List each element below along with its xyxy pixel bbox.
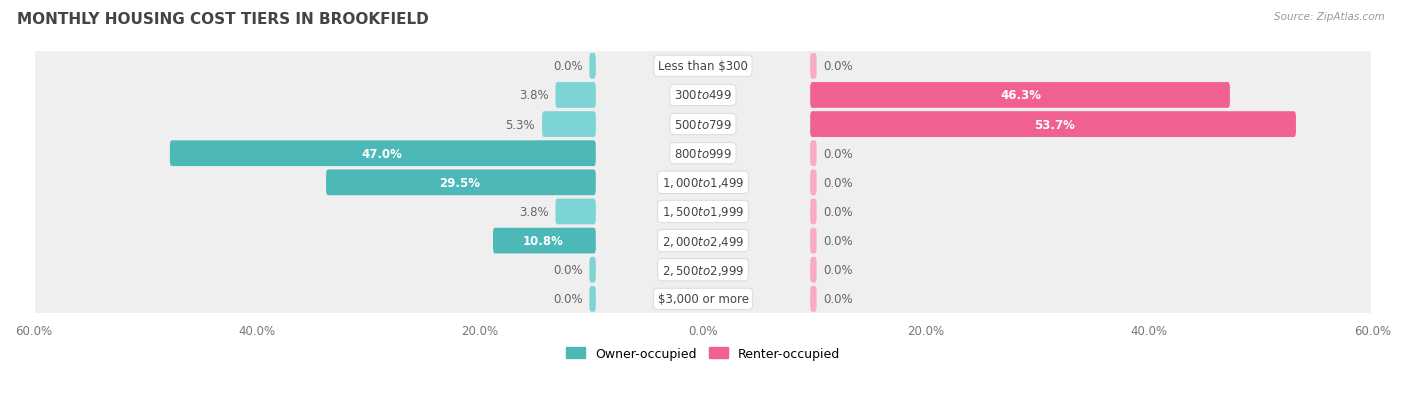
FancyBboxPatch shape [810,112,1296,138]
Text: 0.0%: 0.0% [553,263,582,277]
FancyBboxPatch shape [326,170,596,196]
FancyBboxPatch shape [810,199,817,225]
FancyBboxPatch shape [555,199,596,225]
Text: Source: ZipAtlas.com: Source: ZipAtlas.com [1274,12,1385,22]
Text: 0.0%: 0.0% [824,147,853,160]
FancyBboxPatch shape [810,83,1230,109]
FancyBboxPatch shape [35,50,1371,83]
Text: 46.3%: 46.3% [1001,89,1042,102]
FancyBboxPatch shape [810,286,817,312]
FancyBboxPatch shape [810,54,817,80]
FancyBboxPatch shape [810,257,817,283]
Text: $2,000 to $2,499: $2,000 to $2,499 [662,234,744,248]
FancyBboxPatch shape [170,141,596,167]
FancyBboxPatch shape [494,228,596,254]
FancyBboxPatch shape [589,54,596,80]
FancyBboxPatch shape [810,141,817,167]
Text: 0.0%: 0.0% [824,235,853,247]
Text: 3.8%: 3.8% [519,89,548,102]
FancyBboxPatch shape [35,282,1371,316]
Legend: Owner-occupied, Renter-occupied: Owner-occupied, Renter-occupied [561,342,845,365]
Text: 0.0%: 0.0% [824,206,853,218]
FancyBboxPatch shape [35,108,1371,141]
Text: 0.0%: 0.0% [824,60,853,73]
Text: $1,000 to $1,499: $1,000 to $1,499 [662,176,744,190]
Text: $1,500 to $1,999: $1,500 to $1,999 [662,205,744,219]
Text: 5.3%: 5.3% [506,118,536,131]
Text: 0.0%: 0.0% [553,293,582,306]
Text: $3,000 or more: $3,000 or more [658,293,748,306]
FancyBboxPatch shape [543,112,596,138]
FancyBboxPatch shape [35,137,1371,171]
Text: $2,500 to $2,999: $2,500 to $2,999 [662,263,744,277]
FancyBboxPatch shape [35,224,1371,258]
Text: 29.5%: 29.5% [439,176,481,190]
Text: MONTHLY HOUSING COST TIERS IN BROOKFIELD: MONTHLY HOUSING COST TIERS IN BROOKFIELD [17,12,429,27]
Text: $300 to $499: $300 to $499 [673,89,733,102]
FancyBboxPatch shape [555,83,596,109]
FancyBboxPatch shape [589,286,596,312]
FancyBboxPatch shape [35,254,1371,287]
FancyBboxPatch shape [589,257,596,283]
FancyBboxPatch shape [35,166,1371,199]
Text: 0.0%: 0.0% [824,263,853,277]
FancyBboxPatch shape [35,79,1371,112]
Text: $800 to $999: $800 to $999 [673,147,733,160]
Text: 3.8%: 3.8% [519,206,548,218]
FancyBboxPatch shape [810,170,817,196]
Text: 47.0%: 47.0% [361,147,402,160]
Text: 0.0%: 0.0% [553,60,582,73]
FancyBboxPatch shape [35,195,1371,228]
Text: 0.0%: 0.0% [824,176,853,190]
FancyBboxPatch shape [810,228,817,254]
Text: 53.7%: 53.7% [1033,118,1074,131]
Text: 0.0%: 0.0% [824,293,853,306]
Text: 10.8%: 10.8% [523,235,564,247]
Text: $500 to $799: $500 to $799 [673,118,733,131]
Text: Less than $300: Less than $300 [658,60,748,73]
